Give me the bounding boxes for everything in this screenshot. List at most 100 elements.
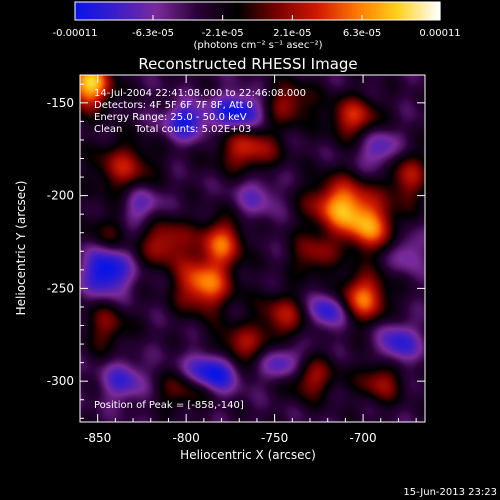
- colorbar-segment: [427, 2, 432, 20]
- colorbar-segment: [108, 2, 113, 20]
- colorbar-segment: [433, 2, 438, 20]
- colorbar-segment: [406, 2, 411, 20]
- colorbar-segment: [400, 2, 405, 20]
- y-tick-label: -250: [47, 281, 74, 295]
- colorbar-segment: [363, 2, 368, 20]
- colorbar-segment: [269, 2, 274, 20]
- colorbar-tick-label: -0.00011: [53, 28, 98, 39]
- colorbar-segment: [266, 2, 271, 20]
- colorbar-segment: [132, 2, 137, 20]
- colorbar-segment: [318, 2, 322, 20]
- colorbar-segment: [336, 2, 341, 20]
- colorbar-segment: [430, 2, 435, 20]
- colorbar-segment: [166, 2, 170, 20]
- colorbar-segment: [202, 2, 207, 20]
- colorbar-segment: [193, 2, 198, 20]
- x-tick-label: -700: [349, 431, 376, 445]
- colorbar-segment: [217, 2, 222, 20]
- colorbar-tick-label: 6.3e-05: [343, 28, 381, 39]
- colorbar-segment: [135, 2, 140, 20]
- colorbar-segment: [230, 2, 234, 20]
- colorbar-segment: [175, 2, 180, 20]
- annotation-time: 14-Jul-2004 22:41:08.000 to 22:46:08.000: [94, 88, 306, 99]
- colorbar-segment: [99, 2, 103, 20]
- colorbar-segment: [123, 2, 128, 20]
- colorbar-segment: [205, 2, 210, 20]
- colorbar-segment: [144, 2, 149, 20]
- colorbar-segment: [214, 2, 219, 20]
- colorbar-segment: [263, 2, 268, 20]
- colorbar-segment: [120, 2, 125, 20]
- colorbar-segment: [184, 2, 189, 20]
- colorbar-segment: [348, 2, 353, 20]
- colorbar-segment: [254, 2, 259, 20]
- colorbar-segment: [385, 2, 389, 20]
- colorbar-segment: [421, 2, 426, 20]
- colorbar-segment: [330, 2, 335, 20]
- colorbar-segment: [412, 2, 417, 20]
- colorbar-segment: [129, 2, 134, 20]
- colorbar-tick-label: -6.3e-05: [132, 28, 174, 39]
- colorbar-segment: [324, 2, 329, 20]
- colorbar-segment: [281, 2, 286, 20]
- colorbar-segment: [357, 2, 362, 20]
- colorbar-segment: [126, 2, 131, 20]
- x-tick-label: -850: [84, 431, 111, 445]
- colorbar-segment: [312, 2, 316, 20]
- y-axis-label: Heliocentric Y (arcsec): [14, 181, 28, 316]
- colorbar-segment: [236, 2, 240, 20]
- colorbar-segment: [333, 2, 338, 20]
- colorbar-segment: [436, 2, 441, 20]
- colorbar-segment: [382, 2, 386, 20]
- colorbar-segment: [278, 2, 283, 20]
- colorbar-segment: [391, 2, 395, 20]
- colorbar-segment: [169, 2, 173, 20]
- colorbar-segment: [105, 2, 110, 20]
- colorbar-segment: [342, 2, 347, 20]
- colorbar-segment: [260, 2, 265, 20]
- colorbar-segment: [287, 2, 292, 20]
- colorbar-segment: [239, 2, 243, 20]
- colorbar-segment: [138, 2, 143, 20]
- colorbar-segment: [251, 2, 256, 20]
- colorbar-segment: [102, 2, 107, 20]
- colorbar-segment: [415, 2, 420, 20]
- x-axis: -850 -800 -750 -700: [79, 75, 417, 445]
- colorbar-segment: [272, 2, 277, 20]
- colorbar-segment: [157, 2, 161, 20]
- colorbar-segment: [87, 2, 91, 20]
- y-tick-label: -150: [47, 96, 74, 110]
- chart-title: Reconstructed RHESSI Image: [138, 55, 357, 73]
- colorbar-segment: [376, 2, 380, 20]
- colorbar-segment: [90, 2, 94, 20]
- colorbar-segment: [397, 2, 402, 20]
- colorbar-segment: [339, 2, 344, 20]
- colorbar-frame: [74, 1, 441, 21]
- colorbar-segment: [379, 2, 383, 20]
- colorbar-segment: [151, 2, 155, 20]
- annotation-counts: Clean Total counts: 5.02E+03: [94, 124, 251, 135]
- colorbar: [74, 1, 441, 21]
- colorbar-ticks: -0.00011 -6.3e-05 -2.1e-05 2.1e-05 6.3e-05 0.…: [53, 15, 461, 39]
- colorbar-segment: [208, 2, 213, 20]
- colorbar-segment: [388, 2, 392, 20]
- colorbar-segment: [294, 2, 298, 20]
- colorbar-segment: [257, 2, 262, 20]
- colorbar-segment: [327, 2, 332, 20]
- colorbar-segment: [248, 2, 253, 20]
- colorbar-segment: [190, 2, 195, 20]
- y-tick-label: -300: [47, 374, 74, 388]
- colorbar-segment: [367, 2, 371, 20]
- colorbar-segment: [187, 2, 192, 20]
- colorbar-segment: [309, 2, 313, 20]
- x-tick-label: -750: [261, 431, 288, 445]
- colorbar-segment: [227, 2, 231, 20]
- colorbar-segment: [373, 2, 377, 20]
- colorbar-segment: [424, 2, 429, 20]
- colorbar-segment: [284, 2, 289, 20]
- colorbar-segment: [114, 2, 119, 20]
- colorbar-segment: [154, 2, 158, 20]
- colorbar-segment: [221, 2, 225, 20]
- peak-position-label: Position of Peak = [-858,-140]: [94, 400, 244, 411]
- colorbar-segment: [233, 2, 237, 20]
